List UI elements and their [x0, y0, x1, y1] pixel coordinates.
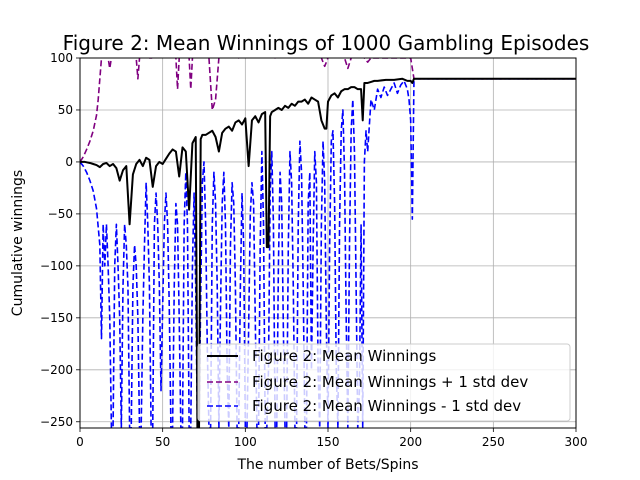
series-layer: [80, 58, 576, 428]
x-tick-label: 150: [317, 435, 340, 449]
x-axis-label: The number of Bets/Spins: [236, 457, 418, 473]
y-tick-label: 100: [50, 51, 73, 65]
y-tick-label: 0: [65, 155, 73, 169]
x-tick-label: 250: [482, 435, 505, 449]
plot-frame: [79, 57, 577, 429]
chart-title: Figure 2: Mean Winnings of 1000 Gambling…: [63, 31, 590, 55]
x-tick-label: 200: [399, 435, 422, 449]
axis-ticks: 0 50 100 150 200 250 300 −250 −200 −150 −100 −50 0 50…: [40, 51, 587, 449]
legend-box: [197, 343, 571, 422]
legend-label-plus-std: Figure 2: Mean Winnings + 1 std dev: [252, 373, 528, 391]
y-tick-label: −250: [40, 415, 73, 429]
y-axis-label: Cumulative winnings: [10, 170, 26, 316]
x-tick-label: 50: [155, 435, 170, 449]
y-tick-label: −100: [40, 259, 73, 273]
legend-label-minus-std: Figure 2: Mean Winnings - 1 std dev: [252, 397, 521, 415]
y-tick-label: −150: [40, 311, 73, 325]
y-tick-label: −200: [40, 363, 73, 377]
x-tick-label: 100: [234, 435, 257, 449]
legend: Figure 2: Mean Winnings Figure 2: Mean W…: [197, 343, 571, 422]
series-line-minus-std: [80, 77, 576, 428]
x-tick-label: 300: [565, 435, 588, 449]
series-line-mean: [80, 77, 576, 428]
legend-label-mean: Figure 2: Mean Winnings: [252, 347, 436, 365]
y-tick-label: 50: [58, 103, 73, 117]
y-tick-label: −50: [48, 207, 73, 221]
x-tick-label: 0: [76, 435, 84, 449]
